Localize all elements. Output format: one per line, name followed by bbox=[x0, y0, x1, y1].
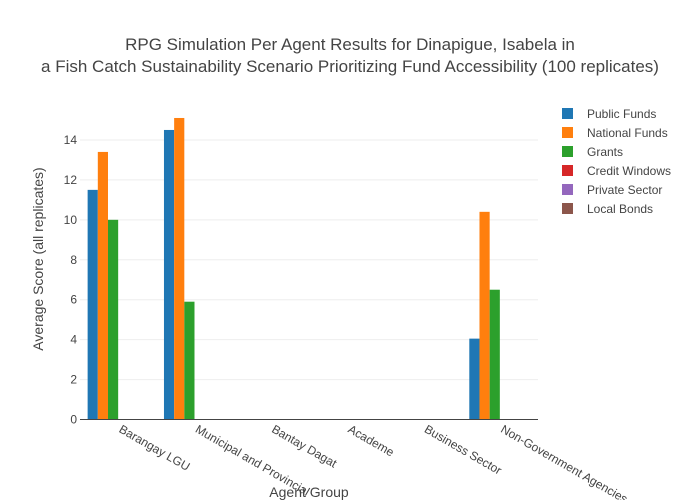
legend-swatch bbox=[562, 127, 573, 138]
bars bbox=[87, 117, 500, 420]
bar-national-funds[interactable] bbox=[174, 117, 185, 420]
legend-label[interactable]: Public Funds bbox=[587, 107, 656, 121]
x-tick-label: Academe bbox=[346, 422, 397, 460]
y-tick-labels: 0 2 4 6 8 10 12 14 bbox=[64, 133, 78, 427]
y-tick-label: 0 bbox=[70, 413, 77, 427]
legend-swatch bbox=[562, 108, 573, 119]
legend-label[interactable]: Private Sector bbox=[587, 183, 662, 197]
legend-swatch bbox=[562, 165, 573, 176]
y-tick-label: 4 bbox=[70, 333, 77, 347]
chart-title-line-1: RPG Simulation Per Agent Results for Din… bbox=[125, 35, 575, 54]
y-tick-label: 6 bbox=[70, 293, 77, 307]
y-tick-label: 10 bbox=[64, 213, 78, 227]
legend-swatch bbox=[562, 203, 573, 214]
legend-label[interactable]: Local Bonds bbox=[587, 202, 653, 216]
x-tick-labels: Barangay LGU Municipal and ProvincialBant… bbox=[117, 422, 630, 500]
legend-label[interactable]: Credit Windows bbox=[587, 164, 671, 178]
grid-lines bbox=[80, 139, 538, 381]
legend-swatch bbox=[562, 146, 573, 157]
x-tick-label: Bantay Dagat bbox=[269, 422, 340, 471]
bar-public-funds[interactable] bbox=[163, 129, 175, 420]
x-tick-label: Non-Government Agencies bbox=[498, 422, 630, 500]
bar-grants[interactable] bbox=[184, 301, 195, 420]
bar-public-funds[interactable] bbox=[87, 189, 98, 420]
y-tick-label: 12 bbox=[64, 173, 78, 187]
chart-title-line-2: a Fish Catch Sustainability Scenario Pri… bbox=[41, 57, 659, 76]
bar-grants[interactable] bbox=[107, 219, 119, 420]
legend-swatch bbox=[562, 184, 573, 195]
x-tick-label: Barangay LGU bbox=[117, 422, 193, 474]
bar-public-funds[interactable] bbox=[469, 338, 480, 420]
y-tick-label: 2 bbox=[70, 373, 77, 387]
legend-label[interactable]: National Funds bbox=[587, 126, 668, 140]
y-tick-label: 14 bbox=[64, 133, 78, 147]
x-tick-label: Business Sector bbox=[422, 422, 504, 477]
bar-grants[interactable] bbox=[489, 289, 500, 420]
y-axis-title: Average Score (all replicates) bbox=[30, 167, 46, 350]
bar-national-funds[interactable] bbox=[97, 151, 108, 420]
legend-label[interactable]: Grants bbox=[587, 145, 623, 159]
x-axis-title: Agent Group bbox=[269, 484, 349, 500]
bar-national-funds[interactable] bbox=[479, 211, 490, 420]
legend: Public Funds National Funds Grants Credit W… bbox=[562, 107, 671, 216]
y-tick-label: 8 bbox=[70, 253, 77, 267]
